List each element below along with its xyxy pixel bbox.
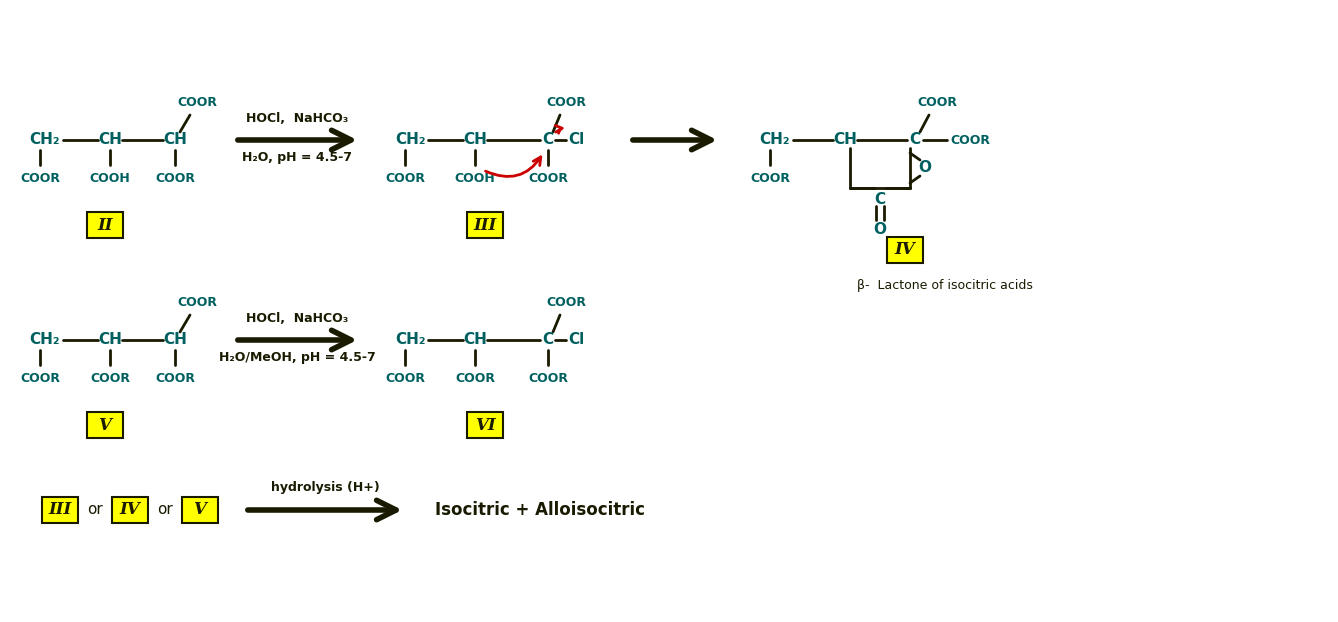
Text: H₂O, pH = 4.5-7: H₂O, pH = 4.5-7 xyxy=(242,152,352,164)
Text: COOH: COOH xyxy=(90,172,130,185)
Bar xyxy=(887,237,923,263)
Text: IV: IV xyxy=(895,241,915,259)
Text: C: C xyxy=(910,132,921,147)
Text: CH₂: CH₂ xyxy=(29,132,60,147)
Text: COOR: COOR xyxy=(177,96,217,108)
Text: Cl: Cl xyxy=(567,132,585,147)
Text: C: C xyxy=(542,132,554,147)
Bar xyxy=(467,212,503,238)
Text: COOR: COOR xyxy=(20,371,60,384)
Text: COOR: COOR xyxy=(950,134,990,147)
Text: CH: CH xyxy=(463,132,487,147)
Text: III: III xyxy=(48,501,72,519)
Text: C: C xyxy=(875,192,886,208)
Text: COOR: COOR xyxy=(90,371,130,384)
Text: COOR: COOR xyxy=(155,371,195,384)
Text: COOR: COOR xyxy=(751,172,789,185)
Text: COOR: COOR xyxy=(546,295,586,309)
Text: C: C xyxy=(542,333,554,348)
Text: COOR: COOR xyxy=(385,172,425,185)
Text: CH: CH xyxy=(98,333,122,348)
Text: Isocitric + Alloisocitric: Isocitric + Alloisocitric xyxy=(435,501,645,519)
Bar xyxy=(87,412,123,438)
Text: CH₂: CH₂ xyxy=(395,132,425,147)
Text: Cl: Cl xyxy=(567,333,585,348)
Text: or: or xyxy=(157,503,173,518)
Text: COOR: COOR xyxy=(917,96,957,108)
Text: IV: IV xyxy=(119,501,140,519)
Text: O: O xyxy=(874,223,887,238)
Text: hydrolysis (H+): hydrolysis (H+) xyxy=(270,481,380,494)
Bar xyxy=(112,497,149,523)
Text: CH: CH xyxy=(98,132,122,147)
Text: III: III xyxy=(474,216,496,233)
Text: II: II xyxy=(98,216,112,233)
Bar xyxy=(41,497,78,523)
Text: COOR: COOR xyxy=(385,371,425,384)
Text: CH: CH xyxy=(834,132,856,147)
Text: COOR: COOR xyxy=(529,172,569,185)
Text: COOR: COOR xyxy=(455,371,495,384)
Text: VI: VI xyxy=(475,417,495,434)
Text: CH₂: CH₂ xyxy=(29,333,60,348)
Text: COOH: COOH xyxy=(455,172,495,185)
Text: HOCl,  NaHCO₃: HOCl, NaHCO₃ xyxy=(246,111,349,124)
Text: CH₂: CH₂ xyxy=(395,333,425,348)
Text: H₂O/MeOH, pH = 4.5-7: H₂O/MeOH, pH = 4.5-7 xyxy=(219,351,376,364)
Text: COOR: COOR xyxy=(155,172,195,185)
Bar xyxy=(87,212,123,238)
Text: COOR: COOR xyxy=(529,371,569,384)
Text: COOR: COOR xyxy=(546,96,586,108)
Text: or: or xyxy=(87,503,103,518)
Text: COOR: COOR xyxy=(177,295,217,309)
Bar xyxy=(467,412,503,438)
Text: CH: CH xyxy=(463,333,487,348)
Text: β-  Lactone of isocitric acids: β- Lactone of isocitric acids xyxy=(858,279,1033,292)
Text: V: V xyxy=(194,501,206,519)
Text: V: V xyxy=(99,417,111,434)
Text: CH₂: CH₂ xyxy=(760,132,791,147)
Text: CH: CH xyxy=(163,333,187,348)
Bar xyxy=(182,497,218,523)
Text: O: O xyxy=(918,160,931,175)
Text: HOCl,  NaHCO₃: HOCl, NaHCO₃ xyxy=(246,312,349,325)
Text: COOR: COOR xyxy=(20,172,60,185)
Text: CH: CH xyxy=(163,132,187,147)
